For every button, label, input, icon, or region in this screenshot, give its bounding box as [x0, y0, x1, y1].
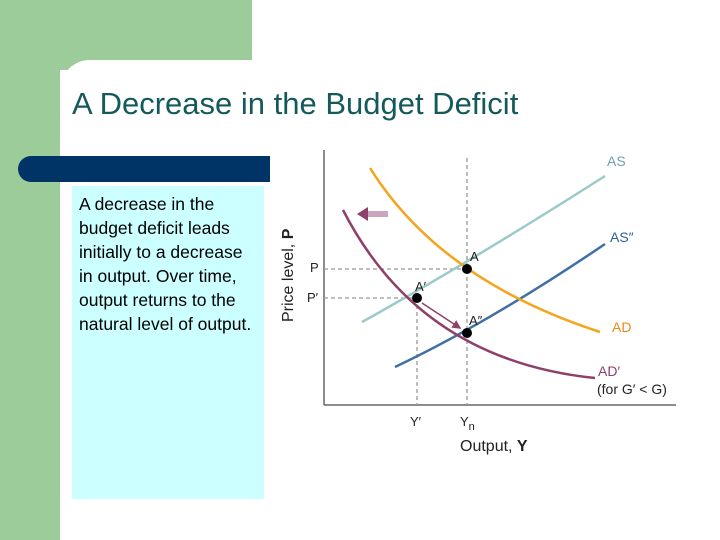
- label-a-prime: A′: [415, 279, 427, 294]
- label-y-prime: Y′: [410, 414, 422, 429]
- ad-shifted-curve: [341, 209, 596, 380]
- label-as: AS: [607, 153, 626, 169]
- label-as-shifted: AS″: [610, 229, 634, 245]
- label-a-double-prime: A″: [469, 313, 483, 328]
- label-ad: AD: [612, 319, 631, 335]
- slide-title: A Decrease in the Budget Deficit: [72, 86, 519, 121]
- as-shifted-curve: [394, 242, 606, 369]
- label-ad-shifted-note: (for G′ < G): [597, 381, 667, 397]
- label-ad-shifted: AD′: [598, 363, 620, 379]
- as-curve: [361, 174, 606, 324]
- y-axis-title: Price level, P: [280, 228, 297, 322]
- x-axis-title: Output, Y: [460, 438, 528, 455]
- ad-curve: [368, 167, 601, 334]
- point-a-double-prime: [462, 328, 472, 338]
- adjustment-arrow: [421, 302, 462, 329]
- point-a: [462, 264, 472, 274]
- point-a-prime: [412, 293, 422, 303]
- title-rule-bar: [18, 156, 270, 182]
- body-text: A decrease in the budget deficit leads i…: [79, 194, 252, 334]
- ad-shift-arrow-icon: [357, 207, 368, 221]
- green-side-strip: [0, 0, 60, 540]
- label-y-n: Yn: [460, 414, 475, 433]
- label-p: P: [310, 260, 319, 275]
- label-p-prime: P′: [307, 290, 319, 305]
- text-box: [72, 186, 264, 499]
- label-a: A: [470, 249, 479, 264]
